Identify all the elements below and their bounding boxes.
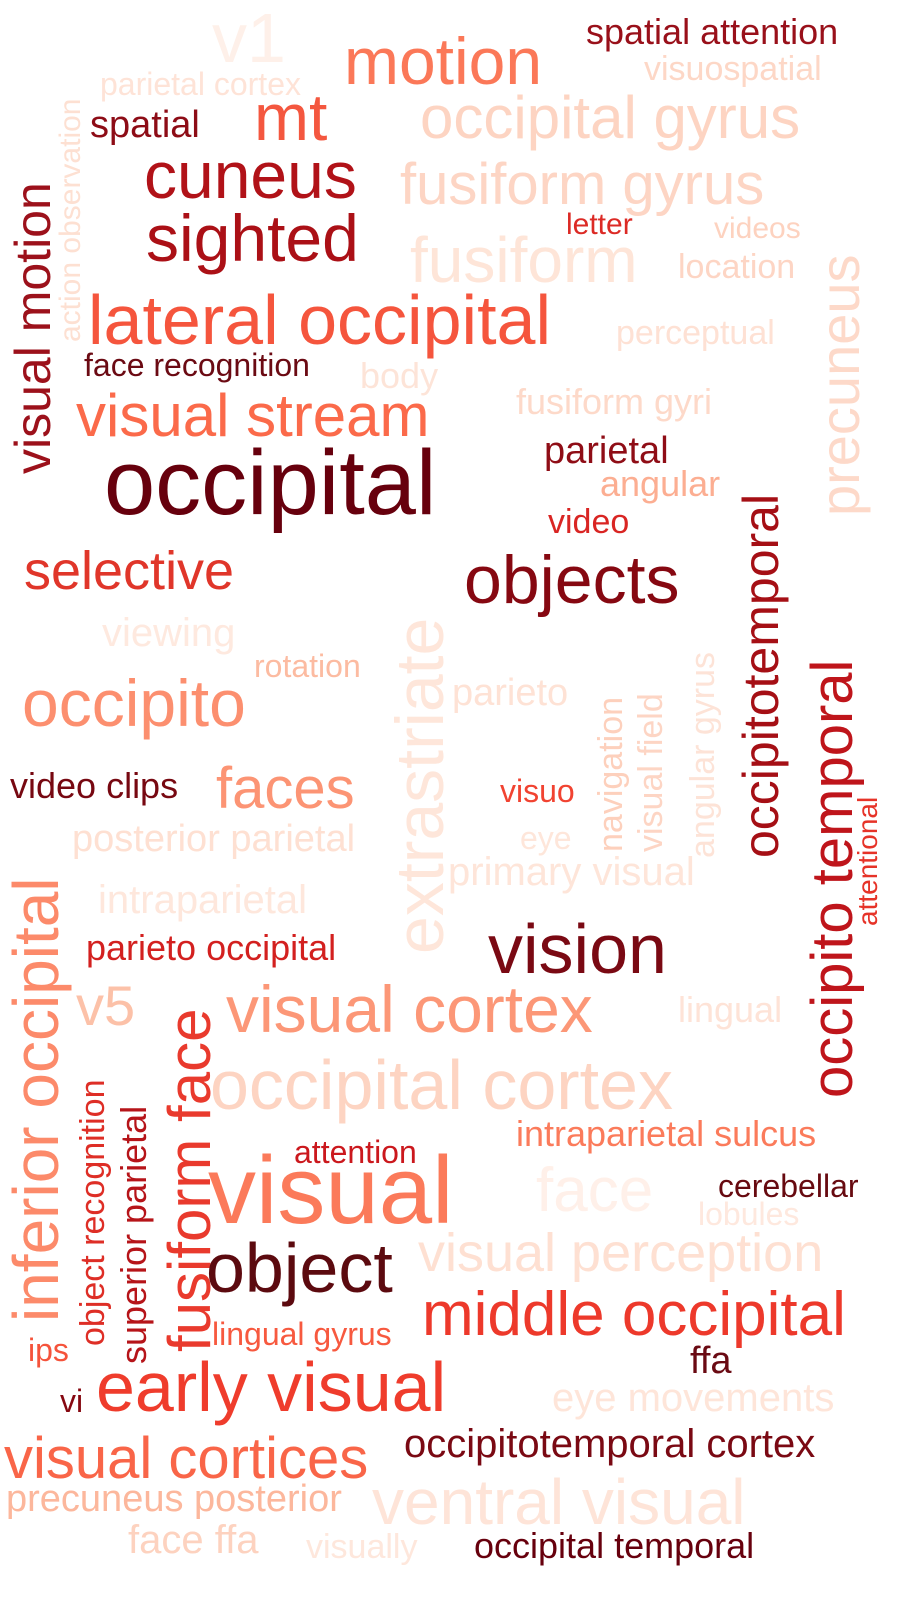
word-spatial-attention: spatial attention — [586, 11, 839, 52]
word-middle-occipital: middle occipital — [422, 1280, 846, 1349]
word-face-ffa: face ffa — [128, 1518, 259, 1562]
word-parietal-cortex: parietal cortex — [100, 66, 301, 102]
word-visual-field: visual field — [632, 693, 670, 852]
word-lobules: lobules — [698, 1196, 800, 1232]
word-cerebellar: cerebellar — [718, 1168, 859, 1204]
word-fusiform: fusiform — [410, 224, 638, 296]
word-occipital: occipital — [104, 432, 437, 534]
word-lingual: lingual — [678, 989, 783, 1030]
word-visually: visually — [306, 1528, 418, 1566]
word-precuneus: precuneus — [808, 254, 871, 516]
word-fusiform-gyrus: fusiform gyrus — [400, 152, 765, 217]
word-location: location — [678, 248, 796, 286]
word-letter: letter — [566, 208, 633, 241]
word-occipitotemporal-cortex: occipitotemporal cortex — [404, 1422, 816, 1466]
word-fusiform-gyri: fusiform gyri — [516, 381, 713, 422]
word-face-recognition: face recognition — [84, 347, 310, 383]
word-perceptual: perceptual — [616, 314, 775, 352]
word-viewing: viewing — [102, 611, 236, 655]
word-faces: faces — [216, 756, 355, 821]
word-angular: angular — [600, 463, 721, 504]
word-occipito: occipito — [22, 666, 246, 740]
word-superior-parietal: superior parietal — [113, 1105, 154, 1364]
word-visual-motion: visual motion — [5, 182, 61, 474]
word-object-recognition: object recognition — [74, 1079, 112, 1346]
word-early-visual: early visual — [96, 1348, 447, 1426]
word-intraparietal-sulcus: intraparietal sulcus — [516, 1113, 817, 1154]
word-vision: vision — [488, 910, 667, 988]
word-v5: v5 — [76, 974, 136, 1037]
word-attention: attention — [294, 1134, 417, 1170]
word-ffa: ffa — [690, 1340, 732, 1382]
word-lateral-occipital: lateral occipital — [88, 281, 551, 359]
word-ips: ips — [28, 1332, 69, 1368]
word-videos: videos — [714, 212, 801, 245]
word-intraparietal: intraparietal — [98, 878, 308, 922]
word-navigation: navigation — [592, 696, 630, 852]
word-rotation: rotation — [254, 648, 361, 684]
word-body: body — [360, 355, 439, 396]
word-cuneus: cuneus — [144, 138, 357, 212]
word-occipital-temporal: occipital temporal — [474, 1525, 755, 1566]
word-visual-stream: visual stream — [76, 382, 430, 449]
word-face: face — [536, 1156, 654, 1225]
word-extrastriate: extrastriate — [382, 617, 458, 954]
word-posterior-parietal: posterior parietal — [72, 818, 356, 860]
word-sighted: sighted — [146, 201, 359, 275]
word-eye: eye — [520, 820, 572, 856]
word-occipital-cortex: occipital cortex — [210, 1046, 673, 1124]
word-occipital-gyrus: occipital gyrus — [420, 84, 801, 151]
word-mt: mt — [254, 80, 328, 154]
word-primary-visual: primary visual — [448, 850, 695, 894]
word-objects: objects — [464, 542, 680, 618]
word-spatial: spatial — [90, 104, 200, 146]
word-visual-cortices: visual cortices — [4, 1426, 369, 1491]
word-visuo: visuo — [500, 773, 575, 809]
word-object: object — [206, 1229, 393, 1307]
word-visual-perception: visual perception — [418, 1223, 824, 1283]
word-video: video — [548, 503, 630, 541]
word-lingual-gyrus: lingual gyrus — [212, 1316, 392, 1352]
word-v1: v1 — [212, 0, 286, 77]
word-visual-cortex: visual cortex — [226, 972, 593, 1046]
word-video-clips: video clips — [10, 765, 179, 806]
word-parieto-occipital: parieto occipital — [86, 927, 337, 968]
word-eye-movements: eye movements — [552, 1376, 835, 1420]
word-parietal: parietal — [544, 430, 669, 472]
word-visuospatial: visuospatial — [644, 50, 822, 88]
word-ventral-visual: ventral visual — [372, 1466, 746, 1538]
word-vi: vi — [60, 1383, 84, 1419]
word-angular-gyrus: angular gyrus — [684, 651, 722, 858]
word-precuneus-posterior: precuneus posterior — [6, 1478, 342, 1520]
word-parieto: parieto — [452, 672, 569, 714]
word-inferior-occipital: inferior occipital — [0, 877, 72, 1322]
word-occipitotemporal: occipitotemporal — [733, 493, 789, 858]
word-motion: motion — [344, 24, 543, 98]
word-selective: selective — [24, 541, 235, 601]
word-visual: visual — [208, 1137, 454, 1244]
word-attentional: attentional — [852, 796, 883, 926]
